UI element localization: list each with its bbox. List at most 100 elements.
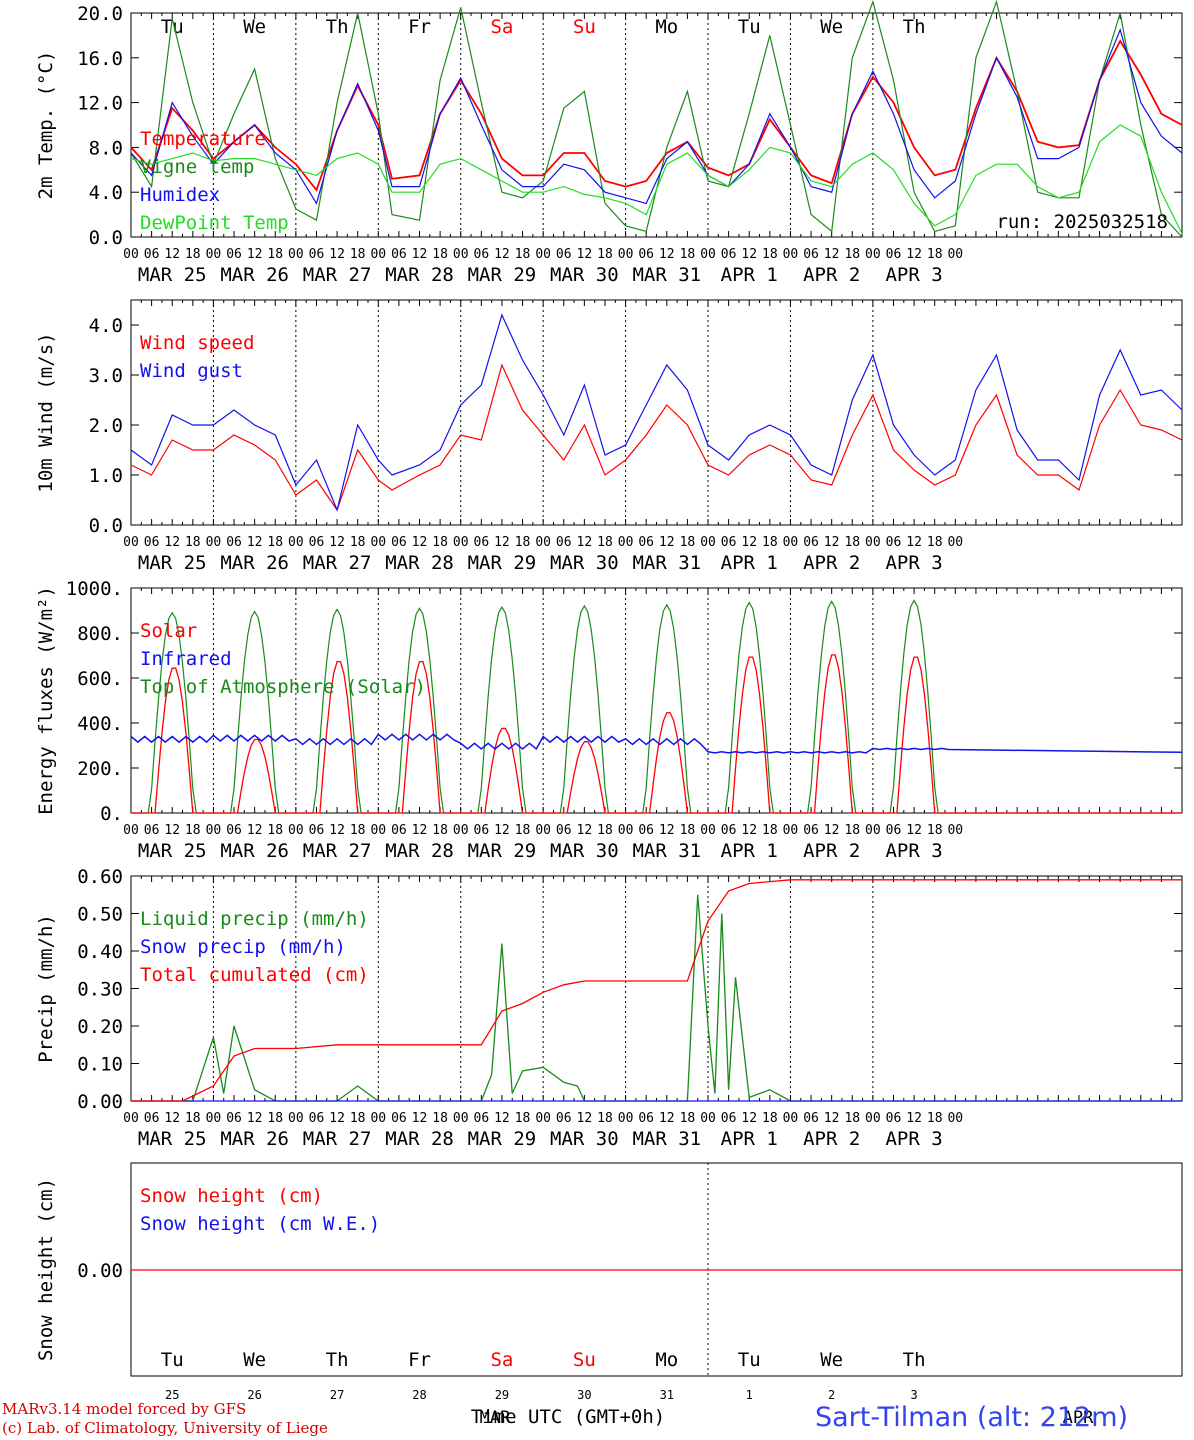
hour-tick-label: 18 (844, 535, 860, 550)
day-name-label: Mo (655, 16, 678, 38)
hour-tick-label: 12 (329, 535, 345, 550)
month-label: MAR (480, 1408, 511, 1428)
hour-tick-label: 00 (618, 247, 634, 262)
y-tick-label: 0.50 (77, 904, 123, 926)
hour-tick-label: 06 (886, 247, 902, 262)
day-name-label: We (820, 16, 843, 38)
hour-tick-label: 06 (721, 1111, 737, 1126)
y-tick-label: 0. (100, 803, 123, 825)
series-line-humidex (130, 27, 1183, 205)
legend-entry: DewPoint Temp (140, 212, 289, 234)
date-label: MAR 27 (303, 264, 372, 286)
date-label: MAR 29 (468, 552, 537, 574)
y-tick-label: 8.0 (89, 137, 123, 159)
hour-tick-label: 06 (226, 1111, 242, 1126)
hour-tick-label: 00 (288, 535, 304, 550)
hour-tick-label: 06 (886, 535, 902, 550)
hour-tick-label: 12 (494, 535, 510, 550)
hour-tick-label: 12 (659, 535, 675, 550)
hour-tick-label: 06 (556, 247, 572, 262)
run-label: run: 2025032518 (996, 211, 1168, 233)
hour-tick-label: 18 (350, 1111, 366, 1126)
hour-tick-label: 12 (906, 1111, 922, 1126)
day-number-label: 30 (577, 1388, 591, 1402)
hour-tick-label: 18 (844, 823, 860, 838)
hour-tick-label: 00 (123, 1111, 139, 1126)
date-label: MAR 26 (220, 264, 289, 286)
series-line-liquid-precip-mm-h- (131, 894, 1182, 1102)
series-line-infrared (130, 733, 1183, 754)
y-axis-label: Energy fluxes (W/m²) (35, 586, 57, 815)
y-tick-label: 2.0 (89, 415, 123, 437)
hour-tick-label: 00 (453, 247, 469, 262)
hour-tick-label: 18 (762, 247, 778, 262)
date-label: APR 1 (721, 1128, 778, 1150)
day-name-label: Fr (408, 16, 431, 38)
hour-tick-label: 06 (721, 823, 737, 838)
y-tick-label: 800. (77, 623, 123, 645)
hour-tick-label: 00 (206, 823, 222, 838)
legend-entry: Top of Atmosphere (Solar) (140, 676, 426, 698)
hour-tick-label: 18 (762, 823, 778, 838)
y-tick-label: 4.0 (89, 315, 123, 337)
hour-tick-label: 18 (927, 247, 943, 262)
day-name-label: Tu (738, 16, 761, 38)
hour-tick-label: 00 (865, 247, 881, 262)
hour-tick-label: 18 (597, 823, 613, 838)
hour-tick-label: 06 (391, 247, 407, 262)
date-label: MAR 27 (303, 840, 372, 862)
hour-tick-label: 06 (886, 1111, 902, 1126)
hour-tick-label: 06 (309, 823, 325, 838)
credit-line-1: MARv3.14 model forced by GFS (2, 1400, 247, 1418)
hour-tick-label: 18 (515, 1111, 531, 1126)
hour-tick-label: 18 (432, 247, 448, 262)
date-label: APR 1 (721, 552, 778, 574)
hour-tick-label: 00 (618, 1111, 634, 1126)
hour-tick-label: 00 (370, 247, 386, 262)
date-label: MAR 28 (385, 552, 454, 574)
date-label: MAR 29 (468, 1128, 537, 1150)
y-tick-label: 1.0 (89, 465, 123, 487)
hour-tick-label: 18 (927, 1111, 943, 1126)
date-label: MAR 26 (220, 552, 289, 574)
y-tick-label: 400. (77, 713, 123, 735)
hour-tick-label: 00 (535, 1111, 551, 1126)
date-label: APR 1 (721, 264, 778, 286)
hour-tick-label: 00 (123, 535, 139, 550)
hour-tick-label: 18 (762, 1111, 778, 1126)
hour-tick-label: 06 (309, 247, 325, 262)
hour-tick-label: 06 (803, 823, 819, 838)
day-name-label: Sa (490, 1349, 513, 1371)
hour-tick-label: 06 (391, 823, 407, 838)
hour-tick-label: 00 (700, 535, 716, 550)
series-line-toa-solar (131, 599, 1182, 814)
hour-tick-label: 12 (824, 535, 840, 550)
day-number-label: 29 (495, 1388, 509, 1402)
date-label: APR 2 (803, 264, 860, 286)
hour-tick-label: 12 (329, 1111, 345, 1126)
hour-tick-label: 06 (309, 1111, 325, 1126)
hour-tick-label: 06 (803, 247, 819, 262)
hour-tick-label: 18 (267, 1111, 283, 1126)
hour-tick-label: 00 (453, 535, 469, 550)
hour-tick-label: 00 (206, 535, 222, 550)
hour-tick-label: 06 (144, 535, 160, 550)
hour-tick-label: 18 (185, 247, 201, 262)
hour-tick-label: 06 (144, 247, 160, 262)
hour-tick-label: 06 (886, 823, 902, 838)
month-label-apr: APR (1063, 1408, 1094, 1428)
hour-tick-label: 12 (577, 1111, 593, 1126)
date-label: APR 3 (885, 552, 942, 574)
hour-tick-label: 06 (556, 823, 572, 838)
hour-tick-label: 18 (515, 247, 531, 262)
hour-tick-label: 12 (741, 823, 757, 838)
hour-tick-label: 12 (659, 823, 675, 838)
hour-tick-label: 18 (680, 1111, 696, 1126)
y-tick-label: 0.10 (77, 1054, 123, 1076)
legend-entry: Snow height (cm) (140, 1185, 323, 1207)
legend-entry: Vigne temp (140, 156, 254, 178)
hour-tick-label: 12 (906, 247, 922, 262)
hour-tick-label: 12 (247, 247, 263, 262)
hour-tick-label: 00 (700, 247, 716, 262)
day-number-label: 1 (746, 1388, 753, 1402)
